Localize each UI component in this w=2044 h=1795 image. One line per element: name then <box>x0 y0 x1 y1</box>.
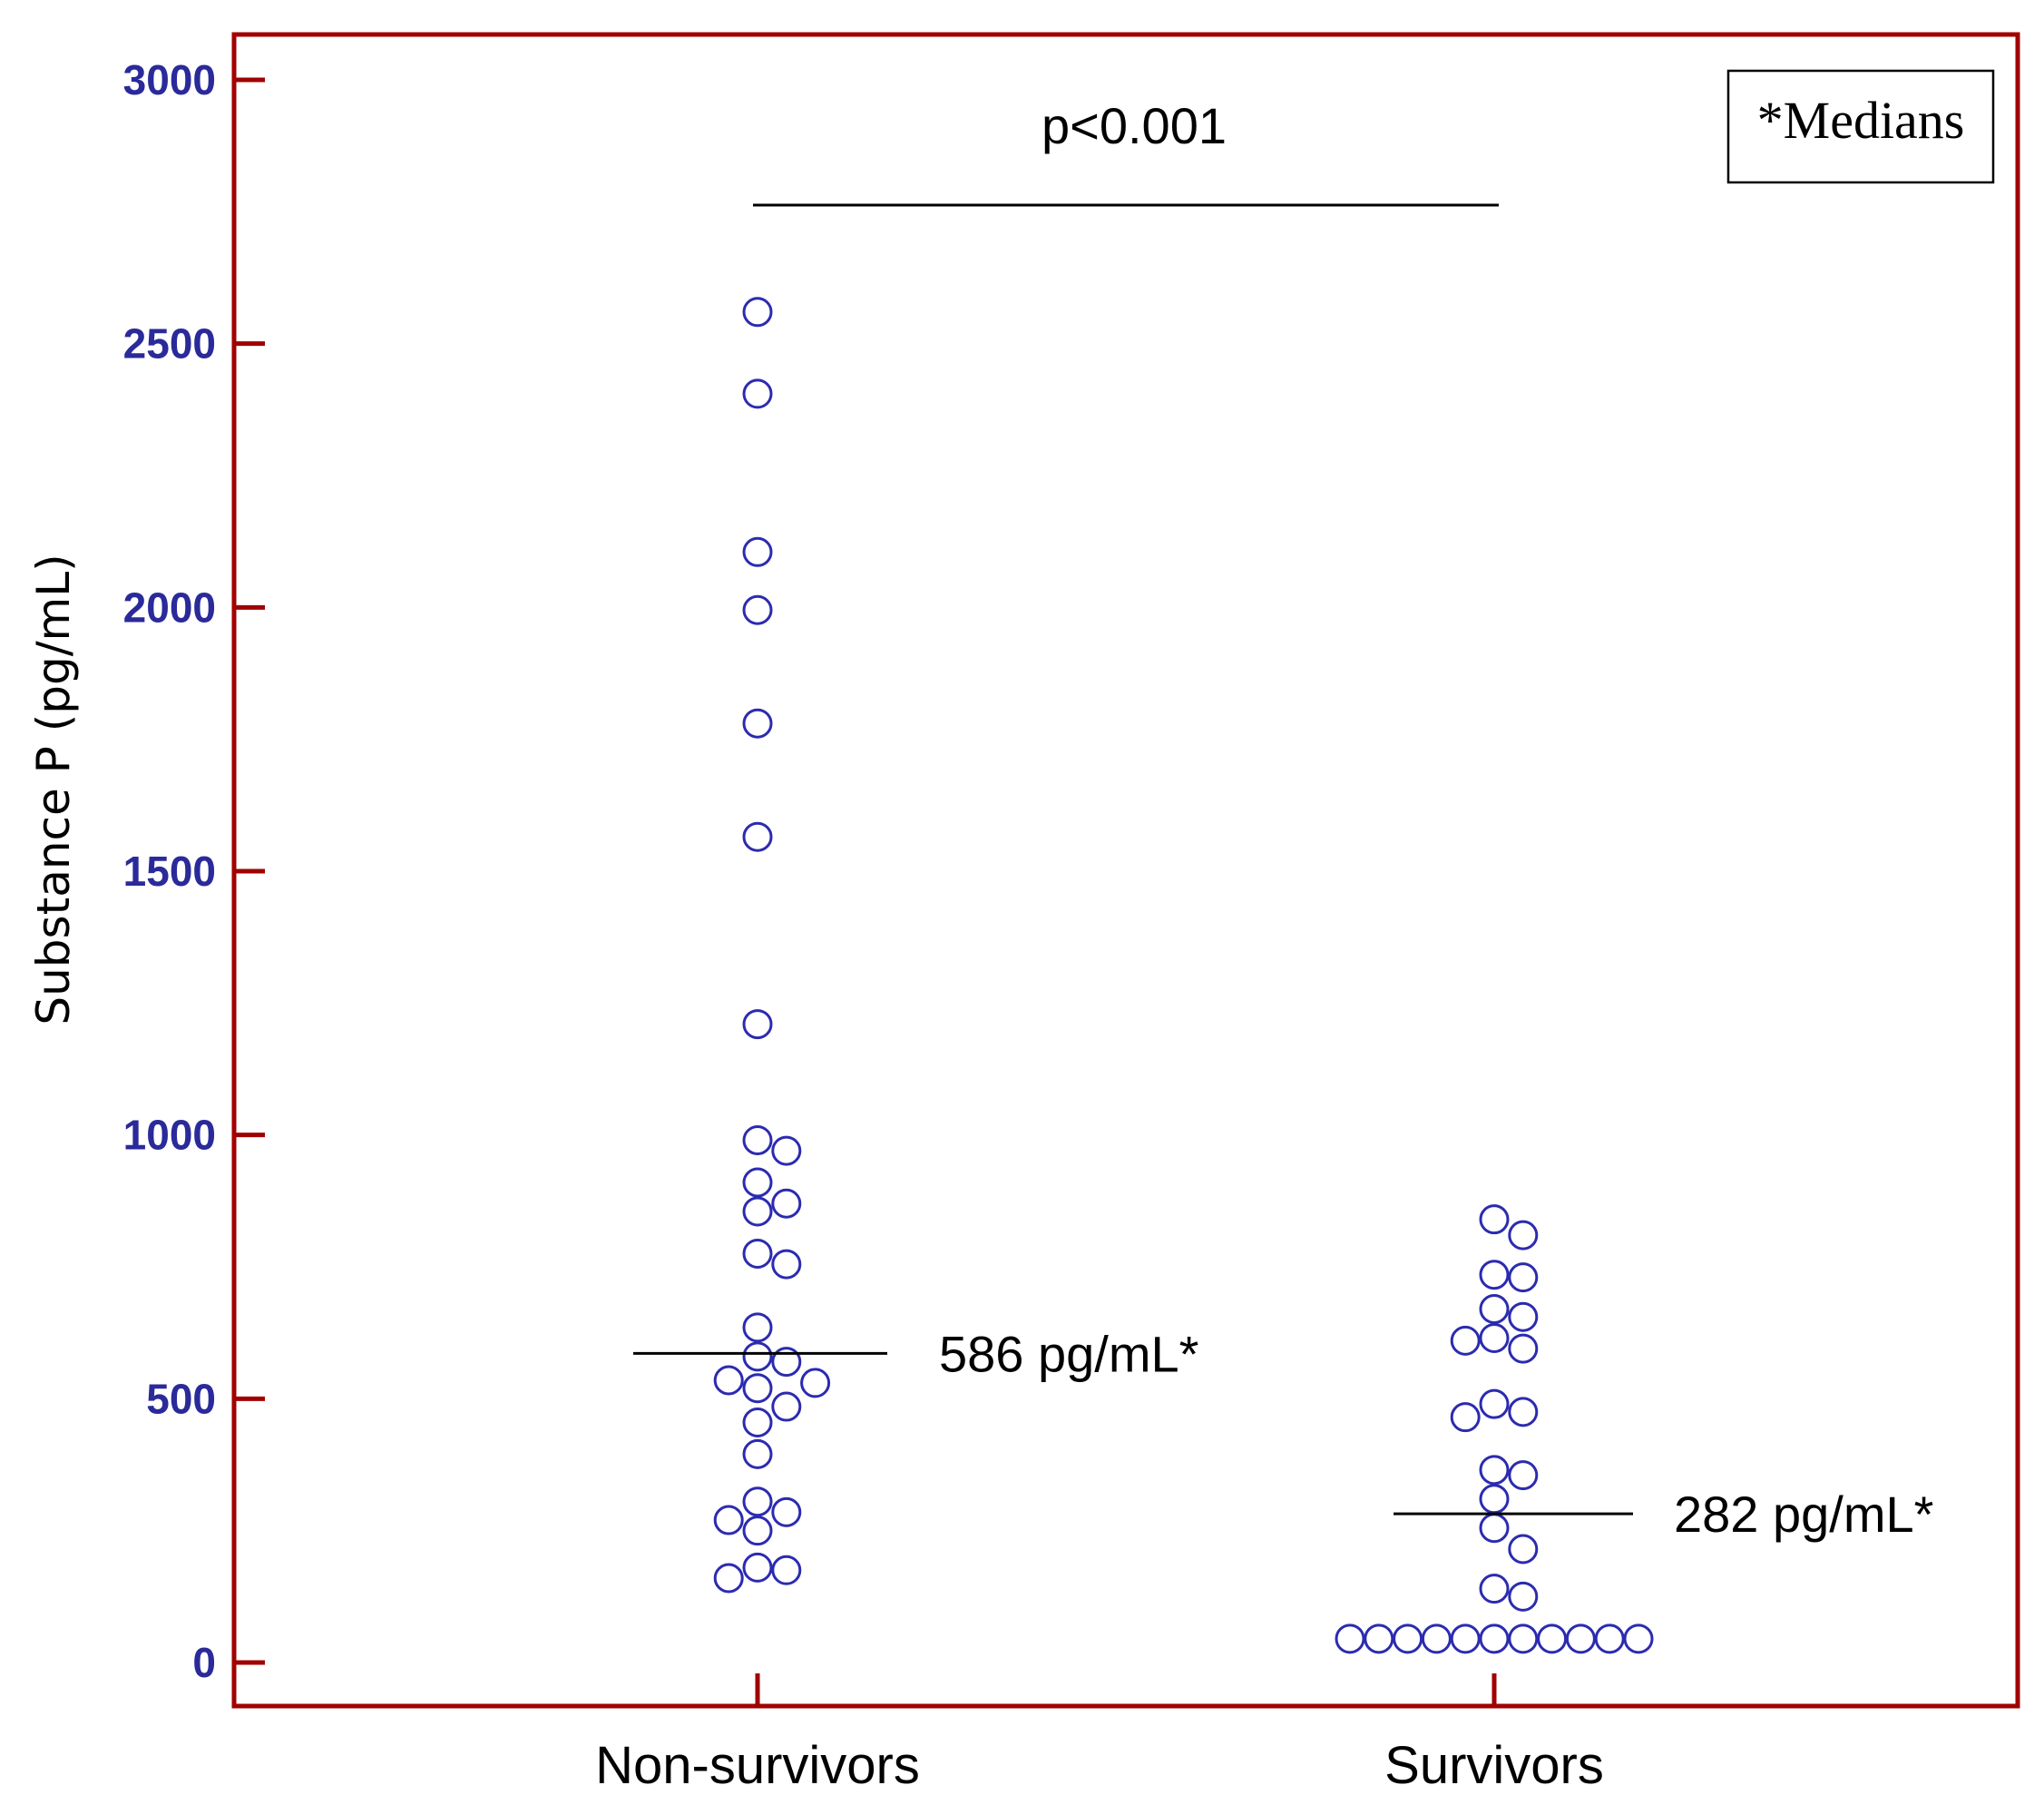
data-point <box>742 1312 773 1343</box>
data-point <box>1450 1623 1481 1654</box>
data-point <box>742 1124 773 1155</box>
y-ticks: 0 500 1000 1500 2000 2500 3000 <box>123 56 265 1686</box>
data-point <box>800 1368 831 1398</box>
data-point <box>713 1505 744 1535</box>
y-tick-label: 1000 <box>123 1112 216 1159</box>
data-point <box>1594 1623 1625 1654</box>
data-point <box>1508 1220 1539 1251</box>
data-point <box>713 1365 744 1396</box>
y-tick-label: 1500 <box>123 848 216 895</box>
data-point <box>1450 1325 1481 1356</box>
data-point <box>1479 1513 1510 1544</box>
data-point <box>771 1555 802 1585</box>
data-point <box>1479 1574 1510 1604</box>
data-point <box>1508 1623 1539 1654</box>
x-tick-label: Non-survivors <box>595 1736 920 1795</box>
data-point <box>771 1188 802 1219</box>
data-point <box>742 1009 773 1040</box>
data-point <box>771 1496 802 1527</box>
data-point <box>742 1407 773 1437</box>
data-point <box>742 1238 773 1269</box>
data-point <box>1479 1455 1510 1486</box>
data-point <box>1508 1262 1539 1293</box>
data-point <box>742 1341 773 1372</box>
median-label: 282 pg/mL* <box>1674 1486 1933 1543</box>
data-point <box>1508 1301 1539 1332</box>
y-tick-label: 2000 <box>123 584 216 631</box>
data-point <box>1508 1460 1539 1491</box>
data-point <box>742 1552 773 1583</box>
y-tick-label: 3000 <box>123 56 216 103</box>
plot-frame <box>231 32 2020 1709</box>
data-point <box>742 1196 773 1227</box>
data-point <box>1450 1402 1481 1433</box>
data-point <box>1479 1204 1510 1235</box>
data-point <box>1393 1623 1423 1654</box>
y-tick-label: 0 <box>192 1639 216 1686</box>
data-point <box>742 1373 773 1404</box>
data-point <box>771 1391 802 1422</box>
y-tick-label: 500 <box>146 1375 216 1422</box>
x-tick-label: Survivors <box>1384 1736 1604 1795</box>
data-point <box>1508 1581 1539 1612</box>
data-point <box>742 1486 773 1517</box>
data-point <box>1479 1484 1510 1515</box>
data-point <box>742 1167 773 1198</box>
data-point <box>1364 1623 1394 1654</box>
data-point <box>1479 1322 1510 1353</box>
data-point <box>1479 1388 1510 1419</box>
data-point <box>742 536 773 567</box>
data-point <box>1565 1623 1596 1654</box>
data-point <box>742 1515 773 1546</box>
data-point <box>742 297 773 328</box>
data-point <box>713 1563 744 1594</box>
data-point <box>742 708 773 739</box>
data-point <box>1537 1623 1568 1654</box>
data-point <box>1479 1623 1510 1654</box>
data-point <box>1335 1623 1365 1654</box>
data-point <box>1623 1623 1654 1654</box>
data-point <box>771 1249 802 1280</box>
legend-text: *Medians <box>1757 91 1965 150</box>
y-tick-label: 2500 <box>123 320 216 368</box>
x-ticks: Non-survivors Survivors <box>595 1673 1604 1795</box>
data-point <box>742 378 773 409</box>
data-point <box>1508 1397 1539 1427</box>
data-point <box>1479 1260 1510 1290</box>
data-point <box>742 1438 773 1469</box>
data-point <box>1508 1534 1539 1564</box>
data-point <box>742 821 773 852</box>
median-lines: 586 pg/mL* 282 pg/mL* <box>633 1325 1933 1543</box>
data-point <box>1508 1333 1539 1364</box>
data-point <box>771 1347 802 1378</box>
median-label: 586 pg/mL* <box>939 1325 1198 1382</box>
data-points <box>713 297 1654 1654</box>
y-axis-label: Substance P (pg/mL) <box>27 554 80 1025</box>
data-point <box>1421 1623 1452 1654</box>
p-value-label: p<0.001 <box>1042 97 1227 154</box>
legend-box <box>1726 69 1995 184</box>
data-point <box>771 1135 802 1166</box>
data-point <box>742 594 773 625</box>
data-point <box>1479 1294 1510 1325</box>
